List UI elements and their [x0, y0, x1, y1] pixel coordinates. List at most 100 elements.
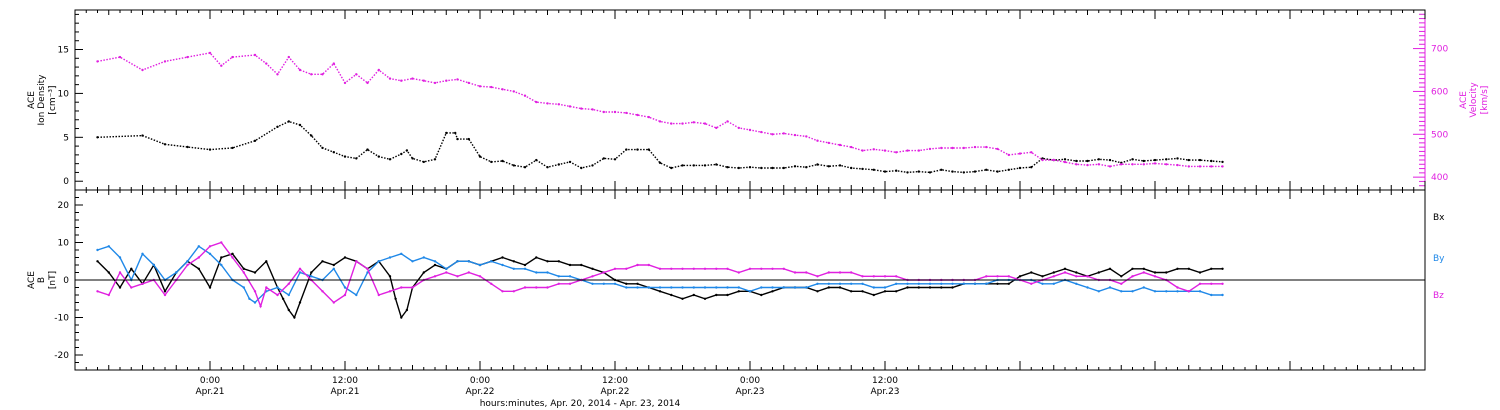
point-bz: [985, 275, 988, 278]
point-by: [1097, 290, 1101, 293]
point-velocity: [625, 111, 628, 115]
point-velocity: [816, 139, 819, 142]
point-bz: [670, 267, 673, 270]
point-bx: [310, 271, 313, 274]
point-ion-density: [405, 149, 409, 152]
point-by: [928, 282, 932, 285]
point-velocity: [760, 130, 763, 134]
point-ion-density: [467, 137, 470, 141]
point-ion-density: [940, 168, 943, 171]
point-by: [895, 282, 898, 285]
point-bz: [838, 271, 842, 274]
point-bx: [872, 293, 875, 297]
point-velocity: [636, 113, 639, 117]
point-ion-density: [782, 166, 785, 170]
point-bx: [433, 263, 437, 267]
point-velocity: [861, 149, 864, 152]
point-velocity: [962, 146, 965, 150]
point-bx: [591, 267, 594, 270]
point-bz: [883, 275, 887, 278]
point-bx: [1063, 267, 1067, 270]
point-bz: [276, 293, 279, 297]
point-velocity: [1198, 165, 1202, 168]
top-right-ylabel-3: [km/s]: [1480, 86, 1490, 115]
point-bz: [1153, 275, 1157, 278]
point-bx: [231, 252, 234, 255]
point-ion-density: [1198, 158, 1202, 162]
point-bz: [1142, 271, 1146, 274]
point-velocity: [96, 60, 99, 63]
point-velocity: [208, 51, 212, 55]
point-by: [186, 260, 189, 263]
point-by: [771, 286, 774, 289]
point-bz: [96, 290, 99, 293]
point-bz: [259, 305, 262, 308]
point-velocity: [512, 90, 515, 93]
point-ion-density: [454, 131, 457, 135]
point-bz: [377, 293, 380, 297]
point-bz: [793, 271, 797, 274]
point-ion-density: [996, 170, 999, 173]
point-by: [883, 286, 887, 289]
point-ion-density: [163, 143, 167, 146]
point-velocity: [895, 151, 898, 154]
point-ion-density: [703, 164, 707, 167]
point-ion-density: [861, 167, 864, 171]
point-bz: [141, 282, 144, 285]
top-left-ylabel-2: Ion Density: [37, 74, 47, 126]
point-velocity: [490, 85, 493, 89]
point-bz: [298, 267, 302, 270]
point-bz: [996, 275, 999, 278]
point-by: [681, 286, 684, 289]
point-ion-density: [557, 163, 560, 166]
point-ion-density: [1221, 160, 1224, 164]
point-bz: [321, 290, 324, 293]
point-velocity: [602, 110, 605, 114]
point-bx: [850, 290, 853, 293]
point-ion-density: [523, 166, 527, 169]
point-bx: [737, 290, 740, 293]
point-ion-density: [827, 165, 830, 168]
point-ion-density: [512, 164, 515, 167]
point-velocity: [906, 149, 909, 152]
point-velocity: [422, 79, 425, 82]
x-tick-label-time: 12:00: [872, 376, 898, 386]
point-by: [400, 252, 403, 255]
point-ion-density: [141, 134, 144, 137]
point-by: [613, 282, 617, 285]
point-ion-density: [1187, 158, 1191, 162]
point-bx: [580, 263, 583, 267]
point-bz: [478, 275, 482, 278]
point-by: [838, 282, 842, 285]
point-velocity: [1131, 163, 1134, 166]
point-ion-density: [310, 134, 313, 137]
point-velocity: [445, 79, 448, 82]
point-bx: [1018, 275, 1022, 278]
point-ion-density: [1142, 159, 1146, 163]
point-bx: [1153, 271, 1157, 274]
point-by: [1176, 290, 1179, 293]
top-left-ylabel-3: [cm⁻³]: [48, 85, 58, 114]
point-bx: [658, 290, 662, 293]
point-velocity: [332, 62, 335, 65]
point-by: [1165, 290, 1168, 293]
point-bz: [512, 290, 515, 293]
point-bz: [1086, 275, 1089, 278]
point-bx: [703, 297, 707, 300]
top-left-tick-label: 15: [58, 46, 69, 56]
point-ion-density: [670, 166, 673, 170]
point-bz: [681, 267, 684, 270]
point-ion-density: [850, 166, 853, 170]
point-ion-density: [1108, 158, 1112, 162]
point-by: [1108, 286, 1112, 289]
point-bz: [703, 267, 707, 270]
point-bx: [928, 286, 932, 289]
point-velocity: [951, 146, 954, 150]
point-bz: [1120, 282, 1123, 285]
point-velocity: [1075, 163, 1078, 166]
point-bx: [816, 290, 819, 293]
top-right-tick-label: 700: [1431, 45, 1448, 55]
point-bz: [1063, 271, 1067, 274]
point-velocity: [1187, 165, 1191, 168]
x-axis-caption: hours:minutes, Apr. 20, 2014 - Apr. 23, …: [480, 399, 681, 409]
